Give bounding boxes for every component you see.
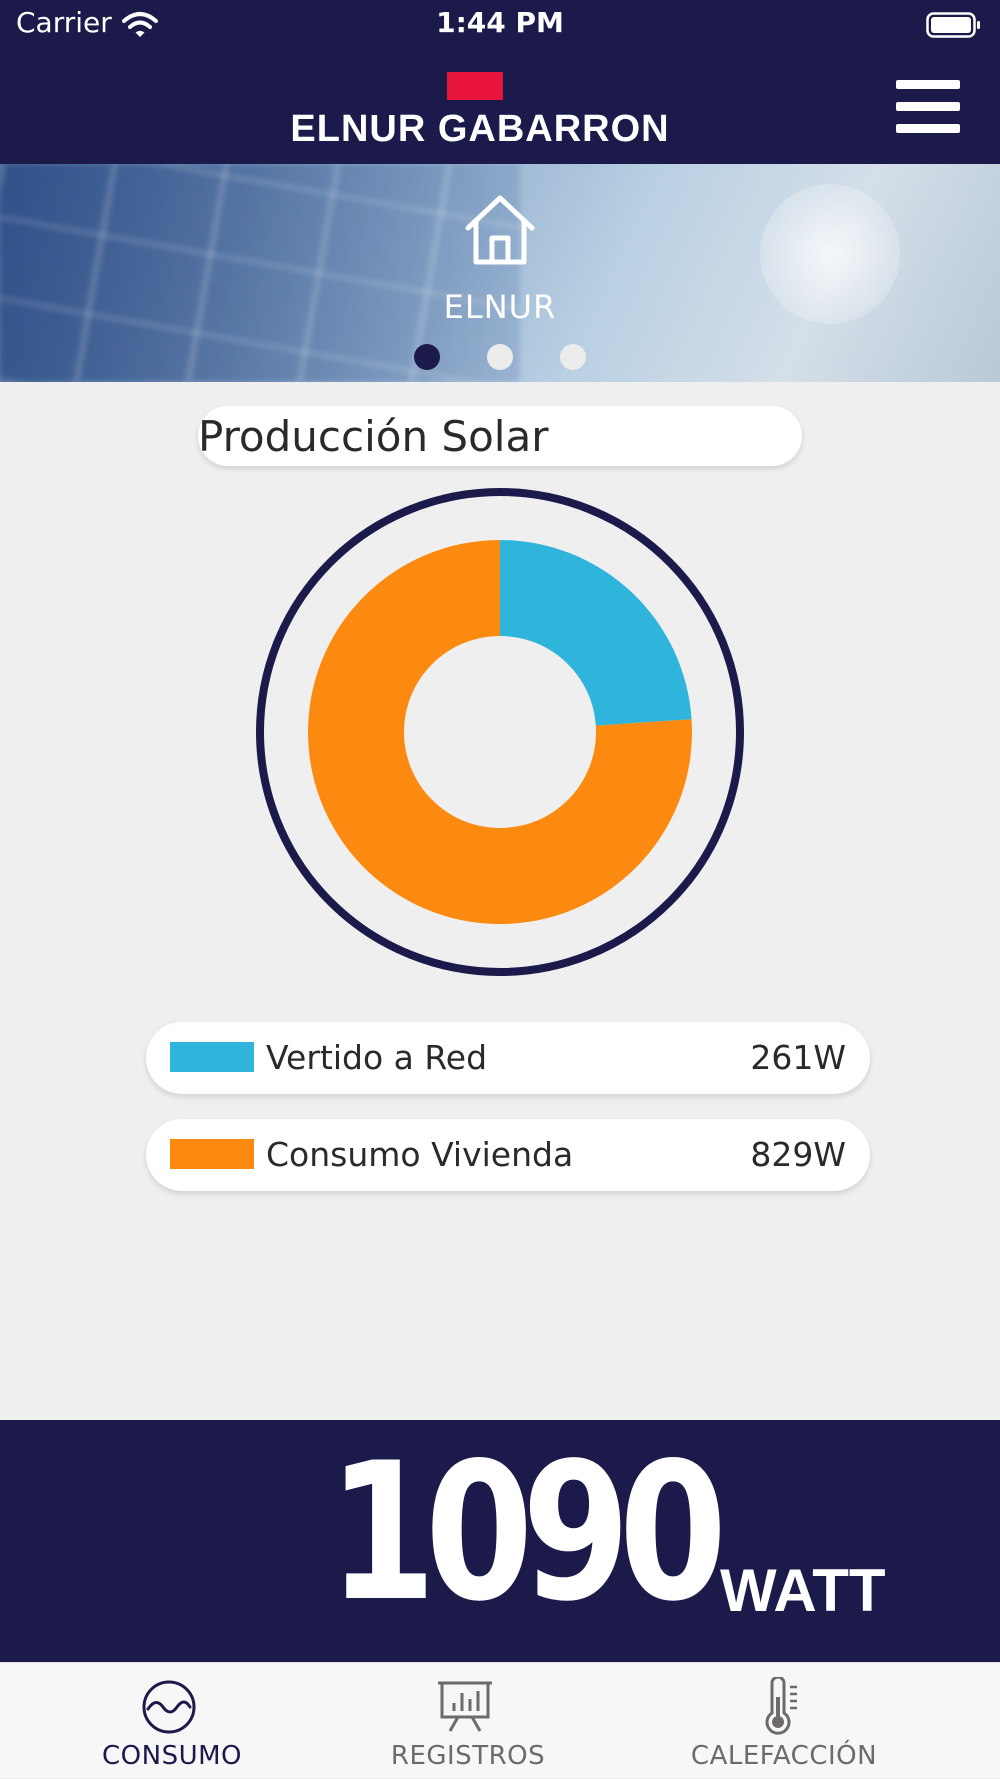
page-dot-1[interactable] bbox=[414, 344, 440, 370]
section-title-pill: Producción Solar bbox=[198, 406, 802, 466]
page-indicator bbox=[0, 344, 1000, 370]
sun-glow bbox=[760, 184, 900, 324]
chart-outer-ring bbox=[256, 488, 744, 976]
legend-value-vertido: 261W bbox=[750, 1038, 846, 1077]
brand-logo: ELNUR GABARRON bbox=[280, 70, 680, 150]
logo-text: ELNUR GABARRON bbox=[290, 108, 670, 150]
tab-label-calefaccion: CALEFACCIÓN bbox=[690, 1741, 878, 1771]
tab-consumo[interactable]: CONSUMO bbox=[22, 1663, 322, 1779]
legend-item-vertido: Vertido a Red 261W bbox=[146, 1022, 870, 1094]
status-bar: Carrier 1:44 PM bbox=[0, 0, 1000, 52]
hamburger-icon bbox=[896, 124, 960, 133]
legend-swatch-vertido bbox=[170, 1042, 254, 1072]
battery-icon bbox=[926, 12, 980, 38]
hamburger-icon bbox=[896, 102, 960, 111]
tab-calefaccion[interactable]: CALEFACCIÓN bbox=[634, 1663, 934, 1779]
location-name: ELNUR bbox=[443, 288, 557, 326]
status-time: 1:44 PM bbox=[436, 6, 564, 39]
presentation-chart-icon bbox=[438, 1681, 492, 1732]
section-title: Producción Solar bbox=[198, 412, 549, 461]
page-dot-2[interactable] bbox=[487, 344, 513, 370]
tab-label-registros: REGISTROS bbox=[390, 1741, 546, 1771]
total-power-unit: WATT bbox=[720, 1557, 886, 1624]
logo-red-block bbox=[447, 72, 503, 100]
tab-bar: CONSUMO REGISTROS CALEFACCIÓN bbox=[0, 1662, 1000, 1778]
home-icon bbox=[465, 195, 535, 265]
tab-registros[interactable]: REGISTROS bbox=[318, 1663, 618, 1779]
thermometer-icon bbox=[765, 1677, 797, 1735]
legend-item-consumo: Consumo Vivienda 829W bbox=[146, 1119, 870, 1191]
total-power-value: 1090 bbox=[328, 1422, 727, 1643]
top-bar: Carrier 1:44 PM ELNUR GABARRON bbox=[0, 0, 1000, 164]
legend-label-consumo: Consumo Vivienda bbox=[266, 1135, 574, 1174]
chart-donut-hole bbox=[404, 636, 596, 828]
page-dot-3[interactable] bbox=[560, 344, 586, 370]
legend-swatch-consumo bbox=[170, 1139, 254, 1169]
carrier-label: Carrier bbox=[16, 6, 112, 39]
menu-button[interactable] bbox=[896, 80, 960, 134]
wave-icon bbox=[142, 1680, 196, 1734]
total-power-bar: 1090 WATT bbox=[0, 1420, 1000, 1662]
tab-label-consumo: CONSUMO bbox=[102, 1741, 242, 1771]
legend-value-consumo: 829W bbox=[750, 1135, 846, 1174]
legend-label-vertido: Vertido a Red bbox=[266, 1038, 488, 1077]
wifi-icon bbox=[122, 12, 158, 37]
production-donut-chart bbox=[256, 488, 744, 976]
hamburger-icon bbox=[896, 80, 960, 89]
